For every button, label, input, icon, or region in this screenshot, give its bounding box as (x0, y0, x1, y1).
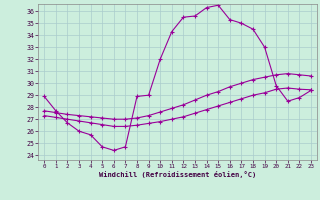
X-axis label: Windchill (Refroidissement éolien,°C): Windchill (Refroidissement éolien,°C) (99, 171, 256, 178)
